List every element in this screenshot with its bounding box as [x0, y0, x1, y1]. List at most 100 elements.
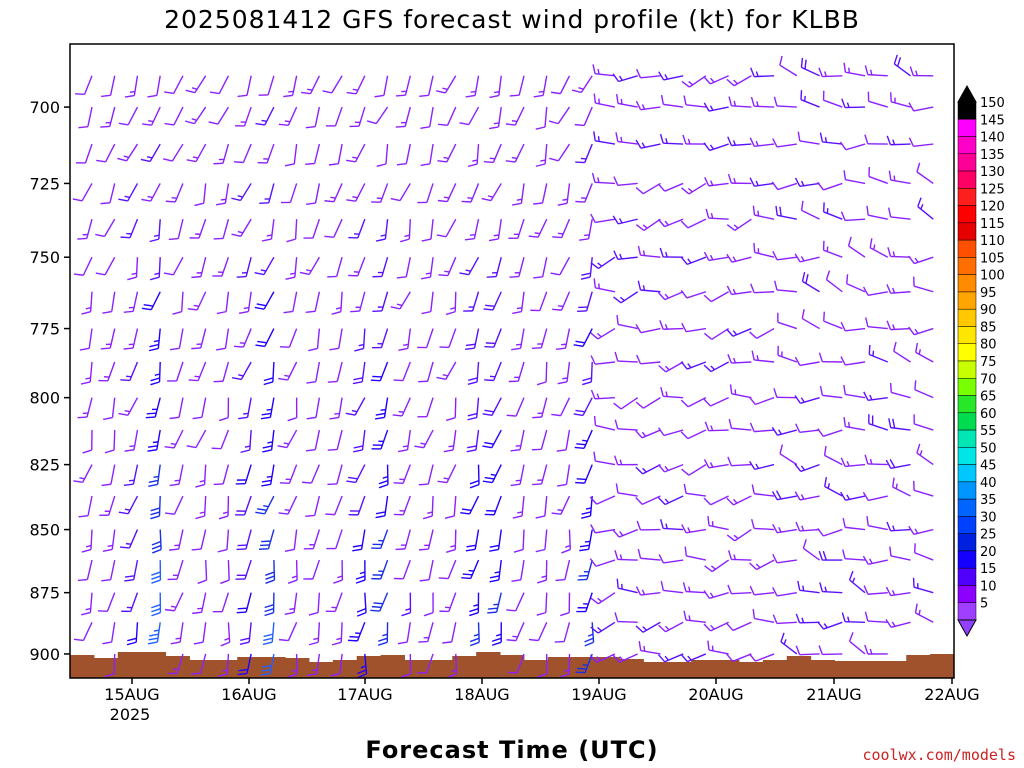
wind-barb: [324, 183, 343, 203]
wind-barb: [331, 622, 343, 646]
colorbar-segment: [957, 274, 977, 293]
y-tick-label: 725: [29, 174, 60, 193]
wind-barb: [349, 106, 366, 128]
wind-barb: [285, 257, 298, 280]
wind-barb: [395, 529, 411, 551]
terrain-step: [213, 660, 238, 678]
wind-barb: [75, 75, 93, 96]
wind-barb: [283, 75, 298, 98]
colorbar-tick-label: 50: [980, 441, 997, 456]
wind-barb: [308, 592, 321, 616]
wind-barb: [575, 143, 593, 164]
wind-barb: [447, 653, 458, 678]
wind-barb: [590, 213, 616, 224]
terrain-step: [738, 662, 764, 678]
wind-barb: [908, 326, 934, 336]
colorbar-segment: [957, 291, 977, 310]
wind-barb: [421, 219, 434, 242]
wind-barb: [658, 71, 684, 81]
wind-barb: [616, 578, 638, 594]
wind-barb: [533, 183, 548, 205]
wind-barb: [914, 603, 934, 623]
wind-barb: [371, 429, 389, 450]
wind-barb: [797, 131, 820, 145]
wind-barb: [726, 495, 752, 506]
wind-barb: [421, 291, 434, 315]
wind-barb: [800, 90, 820, 108]
wind-barb: [308, 622, 321, 646]
wind-barb: [396, 75, 411, 97]
wind-barb: [840, 457, 866, 468]
x-tick-label: 17AUG: [337, 685, 392, 704]
wind-barb: [795, 645, 820, 656]
terrain-step: [141, 652, 167, 678]
wind-barb: [352, 361, 366, 385]
wind-barb: [819, 132, 843, 145]
terrain-step: [571, 657, 597, 678]
chart-title: 2025081412 GFS forecast wind profile (kt…: [164, 5, 860, 34]
wind-barb: [164, 75, 184, 95]
wind-barb: [574, 106, 593, 127]
wind-barb: [637, 280, 661, 293]
wind-barb: [749, 137, 775, 147]
wind-barb: [101, 464, 116, 487]
wind-barb: [212, 256, 230, 277]
wind-barb: [537, 653, 548, 678]
terrain-step: [810, 660, 836, 678]
wind-barb: [573, 328, 593, 348]
y-tick-label: 800: [29, 389, 60, 408]
wind-barb: [328, 143, 343, 166]
wind-barb: [537, 560, 548, 584]
x-tick-label: 16AUG: [221, 685, 276, 704]
wind-barb: [376, 144, 389, 167]
wind-barb: [354, 328, 366, 352]
wind-barb: [823, 445, 843, 466]
wind-barb: [658, 361, 684, 373]
wind-barb: [535, 495, 548, 519]
wind-barb: [614, 612, 638, 623]
wind-barb: [305, 106, 321, 129]
wind-barb: [779, 55, 798, 77]
colorbar-tick-label: 130: [980, 165, 1005, 180]
wind-barb: [680, 361, 707, 370]
terrain-step: [691, 660, 716, 678]
wind-barb: [727, 353, 752, 364]
wind-barb: [418, 464, 434, 486]
wind-barb: [749, 422, 775, 433]
wind-barb: [843, 417, 866, 431]
wind-barb: [482, 464, 502, 484]
wind-barb: [151, 529, 162, 554]
wind-barb: [862, 491, 888, 502]
colorbar-tick-label: 15: [980, 562, 997, 577]
wind-barb: [172, 291, 184, 315]
wind-barb: [303, 559, 321, 580]
wind-barb: [591, 172, 615, 185]
wind-barb: [483, 143, 502, 164]
wind-barb: [486, 257, 502, 278]
wind-barb: [120, 361, 139, 382]
x-tick-label: 19AUG: [571, 685, 626, 704]
wind-barb: [345, 397, 366, 416]
wind-barb: [822, 90, 843, 108]
wind-barb: [771, 181, 798, 191]
wind-barb: [612, 215, 638, 225]
wind-barb: [908, 137, 934, 147]
wind-barb: [278, 361, 298, 381]
wind-barb: [635, 429, 661, 439]
wind-barb: [236, 257, 252, 278]
wind-barb: [262, 219, 275, 242]
terrain-step: [834, 661, 859, 678]
wind-barb: [862, 286, 888, 296]
wind-barb: [819, 582, 843, 594]
wind-barb: [235, 559, 252, 580]
wind-barb: [752, 609, 775, 623]
colorbar-tick-label: 60: [980, 407, 997, 422]
terrain-step: [595, 657, 621, 678]
wind-barb: [771, 490, 797, 501]
wind-barb: [561, 529, 572, 554]
terrain-step: [882, 661, 907, 678]
wind-barb: [168, 218, 184, 241]
wind-barb: [533, 75, 548, 98]
wind-barb: [261, 464, 275, 487]
